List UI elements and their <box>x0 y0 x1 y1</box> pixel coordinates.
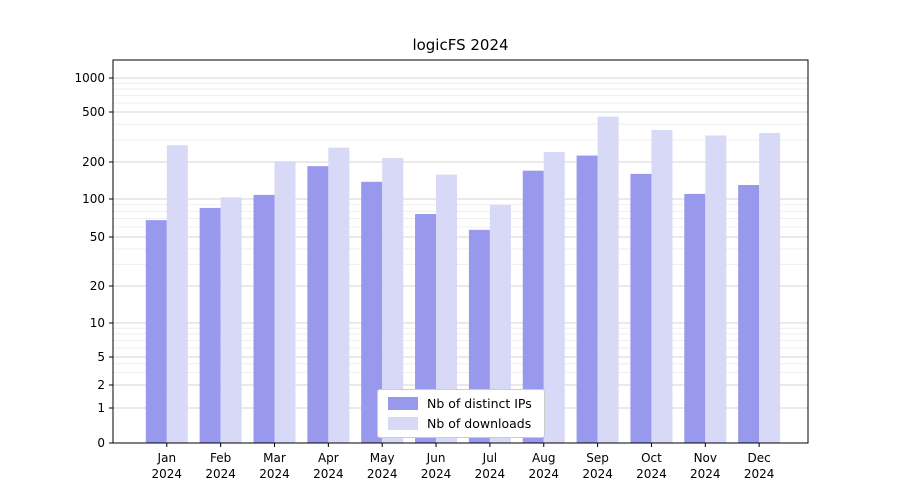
y-tick-label: 500 <box>82 105 105 119</box>
x-tick-label-year: 2024 <box>744 467 775 481</box>
bar-distinct-ips-apr <box>307 166 329 443</box>
y-tick-label: 2 <box>97 378 105 392</box>
x-tick-label-month: Jul <box>482 451 497 465</box>
x-tick-label-month: Oct <box>641 451 662 465</box>
bar-downloads-may <box>382 158 404 443</box>
bar-downloads-nov <box>705 135 727 443</box>
bar-downloads-oct <box>651 129 673 443</box>
bar-downloads-feb <box>220 197 242 443</box>
x-tick-label-month: Sep <box>586 451 609 465</box>
axes-frame <box>112 59 809 444</box>
x-tick-label-year: 2024 <box>421 467 452 481</box>
x-tick-label-year: 2024 <box>205 467 236 481</box>
x-tick-label-month: Dec <box>748 451 771 465</box>
y-tick-label: 100 <box>82 192 105 206</box>
bar-downloads-mar <box>274 161 296 443</box>
bar-distinct-ips-oct <box>630 173 652 443</box>
legend-label-distinct-ips: Nb of distinct IPs <box>427 396 532 411</box>
bar-downloads-aug <box>543 152 565 444</box>
bar-distinct-ips-dec <box>738 184 760 444</box>
bar-downloads-dec <box>759 133 781 443</box>
bar-distinct-ips-jun <box>415 214 437 443</box>
legend-swatch-downloads <box>388 417 418 430</box>
y-tick-label: 5 <box>97 350 105 364</box>
x-tick-label-year: 2024 <box>475 467 506 481</box>
bar-distinct-ips-sep <box>576 155 598 444</box>
legend-item-downloads: Nb of downloads <box>388 416 532 431</box>
x-tick-label-year: 2024 <box>528 467 559 481</box>
bar-distinct-ips-feb <box>199 207 221 443</box>
x-tick-label-year: 2024 <box>690 467 721 481</box>
x-tick-label-month: Jun <box>426 451 446 465</box>
y-tick-label: 1000 <box>74 71 105 85</box>
y-tick-label: 10 <box>90 316 105 330</box>
y-tick-label: 1 <box>97 401 105 415</box>
bar-downloads-sep <box>597 116 619 443</box>
legend-swatch-distinct-ips <box>388 397 418 410</box>
x-tick-label-year: 2024 <box>313 467 344 481</box>
bar-downloads-apr <box>328 147 350 443</box>
x-tick-label-year: 2024 <box>259 467 290 481</box>
x-tick-label-month: Aug <box>532 451 555 465</box>
legend: Nb of distinct IPs Nb of downloads <box>377 389 545 438</box>
bar-downloads-jul <box>489 204 511 443</box>
x-tick-label-year: 2024 <box>636 467 667 481</box>
bar-distinct-ips-mar <box>253 194 275 443</box>
x-tick-label-month: Mar <box>263 451 286 465</box>
bar-downloads-jan <box>166 145 188 443</box>
bar-distinct-ips-jan <box>145 220 167 443</box>
x-tick-label-year: 2024 <box>582 467 613 481</box>
bar-distinct-ips-aug <box>522 170 544 443</box>
legend-item-distinct-ips: Nb of distinct IPs <box>388 396 532 411</box>
y-tick-label: 200 <box>82 155 105 169</box>
x-tick-label-month: Nov <box>694 451 717 465</box>
x-tick-label-year: 2024 <box>367 467 398 481</box>
x-tick-label-month: Jan <box>157 451 177 465</box>
y-tick-label: 20 <box>90 279 105 293</box>
x-tick-label-year: 2024 <box>152 467 183 481</box>
legend-label-downloads: Nb of downloads <box>427 416 532 431</box>
bar-distinct-ips-nov <box>684 193 706 443</box>
x-tick-label-month: May <box>370 451 395 465</box>
x-tick-label-month: Apr <box>318 451 339 465</box>
y-tick-label: 50 <box>90 230 105 244</box>
x-tick-label-month: Feb <box>210 451 231 465</box>
bar-downloads-jun <box>436 174 458 443</box>
chart-title: logicFS 2024 <box>412 36 509 54</box>
y-tick-label: 0 <box>97 436 105 450</box>
bar-distinct-ips-may <box>361 181 383 443</box>
